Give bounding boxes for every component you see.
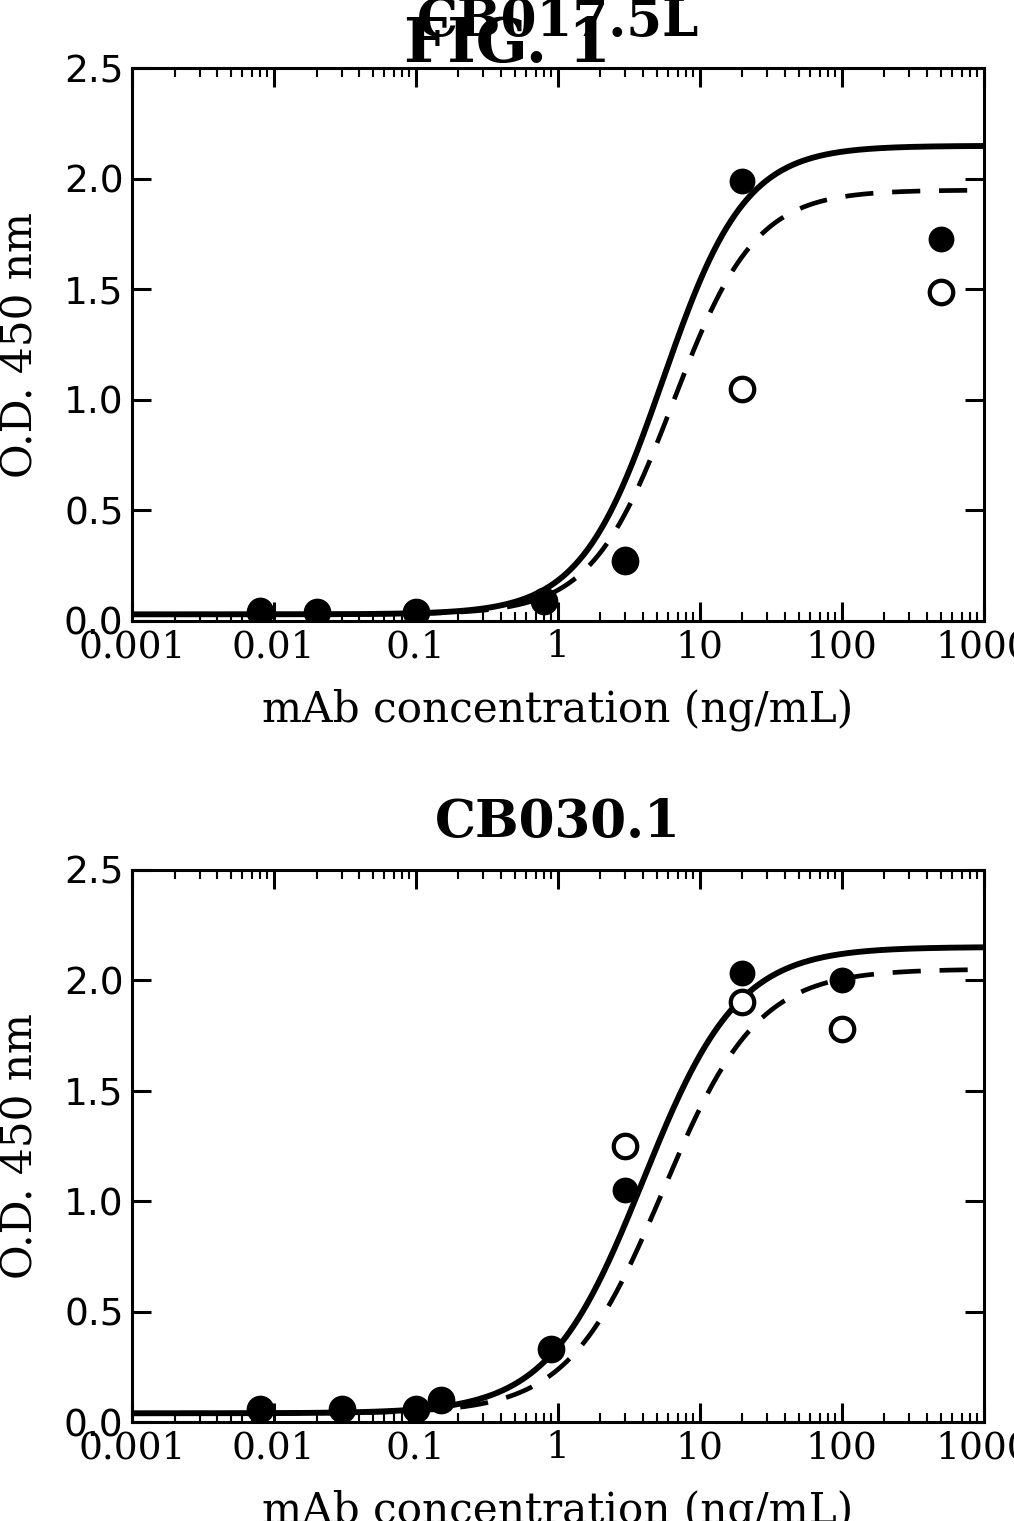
Y-axis label: O.D. 450 nm: O.D. 450 nm — [0, 1013, 41, 1279]
X-axis label: mAb concentration (ng/mL): mAb concentration (ng/mL) — [262, 689, 854, 732]
Title: CB017.5L: CB017.5L — [417, 0, 699, 47]
Y-axis label: O.D. 450 nm: O.D. 450 nm — [0, 211, 41, 478]
X-axis label: mAb concentration (ng/mL): mAb concentration (ng/mL) — [262, 1491, 854, 1521]
Text: FIG. 1: FIG. 1 — [404, 15, 610, 75]
Title: CB030.1: CB030.1 — [435, 797, 680, 847]
